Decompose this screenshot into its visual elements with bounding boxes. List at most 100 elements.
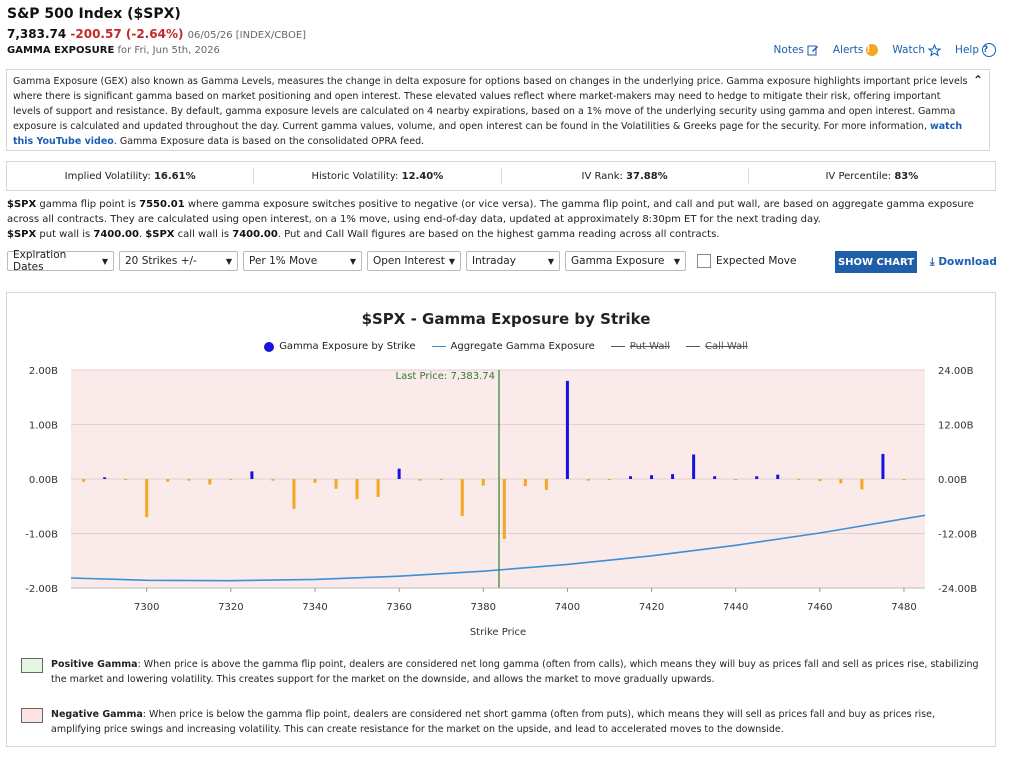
- positive-gamma-note: Positive Gamma: When price is above the …: [21, 657, 981, 687]
- desc-text: call wall is: [174, 229, 233, 240]
- gamma-bar: [208, 479, 212, 485]
- y-tick-label-right: 24.00B: [938, 366, 974, 377]
- iv-percentile: IV Percentile: 83%: [749, 168, 995, 184]
- expected-move-checkbox[interactable]: [697, 254, 711, 268]
- gamma-bar: [124, 479, 128, 481]
- x-tick-label: 7480: [891, 602, 916, 613]
- alert-icon: !: [866, 44, 879, 56]
- gamma-bar: [734, 479, 738, 481]
- x-tick-label: 7360: [386, 602, 411, 613]
- legend-put-wall[interactable]: Put Wall: [610, 341, 670, 352]
- rank-label: IV Rank:: [581, 170, 623, 182]
- chart-legend: Gamma Exposure by Strike Aggregate Gamma…: [0, 341, 1012, 352]
- x-tick-label: 7320: [218, 602, 243, 613]
- chart-controls: Expiration Dates ▼ 20 Strikes +/- ▼ Per 1%…: [7, 249, 796, 273]
- chevron-down-icon: ▼: [225, 256, 232, 266]
- rank-value: 37.88%: [626, 170, 668, 182]
- gamma-bar: [523, 479, 527, 487]
- x-tick-label: 7340: [302, 602, 327, 613]
- note-text: : When price is above the gamma flip poi…: [51, 659, 979, 685]
- x-tick-label: 7460: [807, 602, 832, 613]
- download-link[interactable]: ⤓ Download: [930, 256, 997, 269]
- chart-panel: [6, 292, 996, 747]
- x-tick-label: 7380: [471, 602, 496, 613]
- show-chart-button[interactable]: SHOW CHART: [835, 251, 917, 273]
- legend-label: Aggregate Gamma Exposure: [450, 341, 595, 352]
- legend-call-wall[interactable]: Call Wall: [686, 341, 748, 352]
- help-label: Help: [955, 44, 979, 56]
- desc-text: .: [138, 229, 146, 240]
- move-select[interactable]: Per 1% Move ▼: [243, 251, 362, 271]
- y-tick-label-right: 12.00B: [938, 421, 974, 432]
- gamma-bar: [565, 380, 569, 479]
- pct-value: 83%: [894, 170, 919, 182]
- last-price-label: Last Price: 7,383.74: [396, 371, 495, 382]
- iv-value: 16.61%: [153, 170, 196, 182]
- strikes-select[interactable]: 20 Strikes +/- ▼: [119, 251, 238, 271]
- note-text: : When price is below the gamma flip poi…: [51, 709, 935, 735]
- gamma-chart: 2.00B 1.00B 0.00B -1.00B -2.00B 24.00B 12.00B 0…: [25, 366, 977, 638]
- section-date: for Fri, Jun 5th, 2026: [117, 45, 220, 56]
- y-tick-label-left: 1.00B: [29, 421, 58, 432]
- youtube-link[interactable]: watch this YouTube video: [13, 121, 963, 147]
- download-label: Download: [938, 256, 997, 268]
- notes-link[interactable]: Notes: [774, 43, 819, 57]
- gamma-bar: [439, 479, 443, 481]
- gamma-bar: [82, 479, 86, 482]
- legend-label: Gamma Exposure by Strike: [279, 341, 416, 352]
- alerts-label: Alerts: [832, 44, 864, 56]
- gamma-bar: [229, 479, 233, 481]
- gamma-bar: [629, 476, 633, 479]
- expiration-dates-dropdown[interactable]: Expiration Dates ▼: [7, 249, 114, 273]
- legend-aggregate[interactable]: Aggregate Gamma Exposure: [431, 341, 595, 352]
- info-text: Gamma Exposure (GEX) also known as Gamma…: [13, 76, 968, 132]
- put-wall-value: 7400.00: [93, 229, 139, 240]
- gamma-bar: [544, 479, 548, 490]
- timeframe-select[interactable]: Intraday ▼: [466, 251, 560, 271]
- positive-swatch: [21, 658, 43, 673]
- note-title: Positive Gamma: [51, 659, 138, 670]
- star-icon: [928, 43, 942, 57]
- implied-volatility: Implied Volatility: 16.61%: [7, 168, 255, 184]
- historic-volatility: Historic Volatility: 12.40%: [254, 168, 502, 184]
- section-heading: GAMMA EXPOSURE for Fri, Jun 5th, 2026: [7, 45, 220, 56]
- y-tick-label-left: -2.00B: [25, 584, 58, 595]
- legend-gamma[interactable]: Gamma Exposure by Strike: [264, 341, 416, 352]
- gamma-bar: [902, 479, 906, 481]
- y-tick-label-right: 0.00B: [938, 475, 967, 486]
- watch-link[interactable]: Watch: [892, 43, 942, 57]
- gamma-bar: [860, 479, 864, 490]
- dropdown-label: Gamma Exposure: [571, 255, 665, 267]
- chevron-down-icon: ▼: [673, 256, 680, 266]
- gamma-bar: [586, 479, 590, 481]
- dropdown-label: Intraday: [472, 255, 516, 267]
- info-box: Gamma Exposure (GEX) also known as Gamma…: [6, 69, 990, 151]
- collapse-chevron-icon[interactable]: ⌃: [972, 73, 983, 87]
- gamma-bar: [250, 471, 254, 479]
- circle-icon: [264, 341, 275, 352]
- metric-select[interactable]: Gamma Exposure ▼: [565, 251, 686, 271]
- gamma-bar: [481, 479, 485, 486]
- gamma-bar: [103, 477, 107, 479]
- last-price: 7,383.74: [7, 27, 67, 41]
- symbol: $SPX: [145, 229, 175, 240]
- source-select[interactable]: Open Interest ▼: [367, 251, 461, 271]
- gamma-bar: [376, 479, 380, 497]
- help-link[interactable]: Help ?: [955, 43, 996, 57]
- line-icon: [431, 346, 446, 347]
- dropdown-label: 20 Strikes +/-: [125, 255, 197, 267]
- line-icon: [610, 346, 625, 347]
- edit-icon: [807, 45, 818, 56]
- alerts-link[interactable]: Alerts !: [832, 43, 879, 57]
- symbol: $SPX: [7, 199, 37, 210]
- gamma-bar: [313, 479, 317, 483]
- gamma-description: $SPX gamma flip point is 7550.01 where g…: [7, 197, 997, 242]
- symbol: $SPX: [7, 229, 37, 240]
- quote-line: 7,383.74 -200.57 (-2.64%) 06/05/26 [INDE…: [7, 27, 306, 41]
- price-change: -200.57 (-2.64%): [70, 27, 184, 41]
- y-tick-label-left: 0.00B: [29, 475, 58, 486]
- gamma-bar: [271, 479, 275, 481]
- gamma-bar: [650, 475, 654, 479]
- y-tick-label-right: -24.00B: [938, 584, 977, 595]
- watch-label: Watch: [892, 44, 926, 56]
